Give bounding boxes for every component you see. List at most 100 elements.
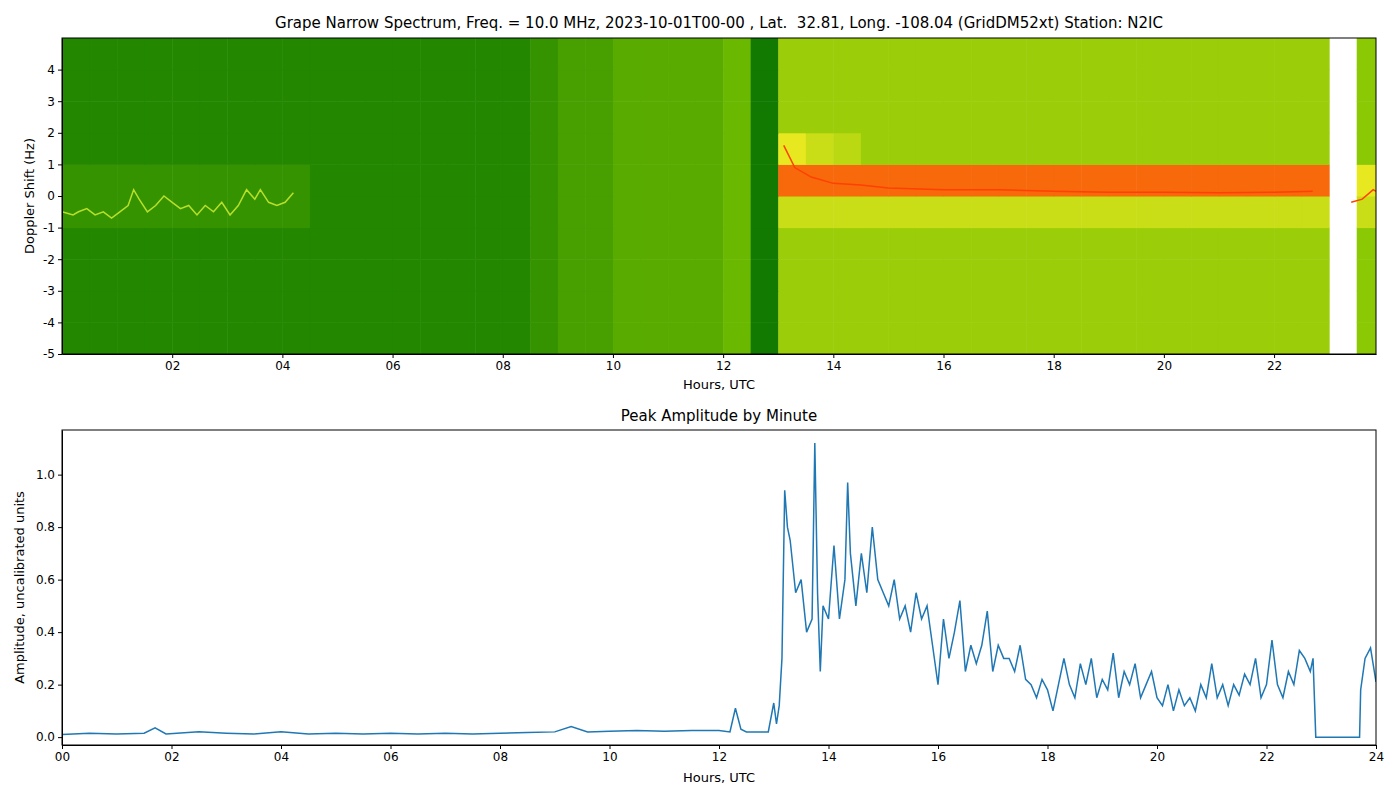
- y-axis-tick: -5: [43, 347, 62, 361]
- heatmap-cell: [200, 259, 228, 291]
- heatmap-cell: [971, 70, 999, 102]
- heatmap-cell: [255, 101, 283, 133]
- heatmap-cell: [1164, 101, 1192, 133]
- heatmap-cell: [613, 322, 641, 354]
- x-axis-tick: 10: [602, 745, 617, 764]
- heatmap-cell: [833, 228, 861, 260]
- heatmap-cell: [475, 196, 503, 228]
- x-axis-tick: 04: [274, 745, 289, 764]
- doppler-trace: [62, 190, 293, 218]
- heatmap-cell: [227, 133, 255, 165]
- heatmap-cell: [227, 38, 255, 70]
- heatmap-cell: [62, 133, 90, 165]
- y-axis-tick-label: -1: [43, 221, 55, 235]
- heatmap-cell: [1247, 133, 1275, 165]
- heatmap-cell: [696, 322, 724, 354]
- heatmap-cell: [888, 322, 916, 354]
- y-axis-tick-mark: [58, 354, 62, 355]
- heatmap-cell: [999, 38, 1027, 70]
- heatmap-cell: [393, 133, 421, 165]
- heatmap-cell: [172, 133, 200, 165]
- heatmap-cell: [1164, 291, 1192, 323]
- heatmap-cell: [668, 322, 696, 354]
- heatmap-cell: [90, 38, 118, 70]
- heatmap-cell: [117, 101, 145, 133]
- heatmap-cell: [420, 70, 448, 102]
- heatmap-cell: [668, 164, 696, 196]
- heatmap-cell: [585, 291, 613, 323]
- heatmap-cell: [833, 70, 861, 102]
- heatmap-cell: [393, 164, 421, 196]
- heatmap-cell: [971, 196, 999, 228]
- heatmap-cell: [310, 259, 338, 291]
- heatmap-cell: [530, 291, 558, 323]
- x-axis-tick-mark: [613, 354, 614, 358]
- heatmap-cell: [806, 259, 834, 291]
- heatmap-cell: [916, 259, 944, 291]
- heatmap-cell: [888, 164, 916, 196]
- heatmap-cell: [696, 228, 724, 260]
- x-axis-tick-mark: [391, 745, 392, 749]
- x-axis-tick: 22: [1267, 354, 1282, 373]
- y-axis-tick-label: 3: [47, 95, 55, 109]
- heatmap-cell: [282, 133, 310, 165]
- heatmap-cell: [558, 228, 586, 260]
- heatmap-cell: [944, 322, 972, 354]
- heatmap-cell: [944, 291, 972, 323]
- heatmap-cell: [640, 291, 668, 323]
- heatmap-cell: [448, 228, 476, 260]
- heatmap-cell: [365, 38, 393, 70]
- heatmap-cell: [255, 291, 283, 323]
- heatmap-cell: [806, 133, 834, 165]
- heatmap-cell: [778, 259, 806, 291]
- heatmap-cell: [200, 228, 228, 260]
- heatmap-cell: [585, 133, 613, 165]
- heatmap-cell: [310, 164, 338, 196]
- heatmap-cell: [1191, 259, 1219, 291]
- heatmap-cell: [117, 322, 145, 354]
- x-axis-tick-label: 04: [275, 359, 290, 373]
- heatmap-cell: [90, 291, 118, 323]
- x-axis-tick-label: 08: [493, 750, 508, 764]
- heatmap-cell: [723, 164, 751, 196]
- heatmap-cell: [558, 164, 586, 196]
- heatmap-cell: [1164, 322, 1192, 354]
- heatmap-cell: [475, 322, 503, 354]
- heatmap-cell: [944, 196, 972, 228]
- heatmap-cell: [1136, 133, 1164, 165]
- x-axis-tick-label: 10: [606, 359, 621, 373]
- heatmap-cell: [668, 228, 696, 260]
- heatmap-cell: [585, 38, 613, 70]
- heatmap-cell: [806, 70, 834, 102]
- x-axis-tick-label: 02: [164, 750, 179, 764]
- heatmap-cell: [365, 101, 393, 133]
- heatmap-cell: [1357, 70, 1376, 102]
- heatmap-cell: [1164, 70, 1192, 102]
- heatmap-cell: [365, 196, 393, 228]
- heatmap-cell: [944, 133, 972, 165]
- heatmap-cell: [971, 164, 999, 196]
- heatmap-cell: [1274, 322, 1302, 354]
- heatmap-cell: [806, 228, 834, 260]
- heatmap-cell: [1274, 133, 1302, 165]
- heatmap-cell: [1274, 101, 1302, 133]
- heatmap-cell: [227, 322, 255, 354]
- heatmap-cell: [145, 228, 173, 260]
- heatmap-cell: [145, 70, 173, 102]
- heatmap-cell: [585, 164, 613, 196]
- heatmap-cell: [1219, 259, 1247, 291]
- x-axis-tick: 24: [1369, 745, 1384, 764]
- x-axis-tick-mark: [1376, 745, 1377, 749]
- heatmap-cell: [393, 322, 421, 354]
- heatmap-cell: [751, 38, 779, 70]
- heatmap-cell: [833, 101, 861, 133]
- heatmap-cell: [200, 38, 228, 70]
- heatmap-cell: [420, 322, 448, 354]
- heatmap-cell: [365, 228, 393, 260]
- heatmap-cell: [1109, 70, 1137, 102]
- heatmap-cell: [200, 70, 228, 102]
- heatmap-cell: [1219, 322, 1247, 354]
- heatmap-cell: [1302, 196, 1330, 228]
- heatmap-cell: [1357, 38, 1376, 70]
- y-axis-tick: -3: [43, 284, 62, 298]
